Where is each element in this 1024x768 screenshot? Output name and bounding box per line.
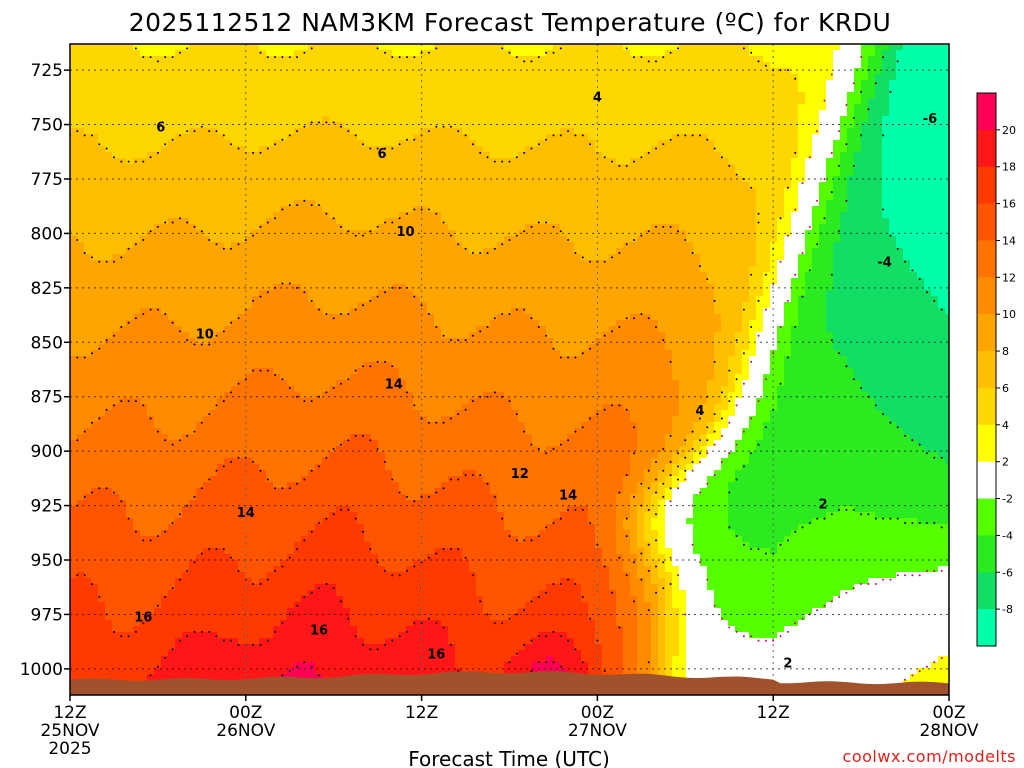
y-tick-label: 875 — [31, 388, 63, 408]
colorbar-swatch — [977, 351, 996, 389]
x-tick-label: 00Z — [581, 703, 614, 723]
contour-label: 16 — [134, 611, 152, 626]
colorbar-swatch — [977, 387, 996, 426]
colorbar-label: 2 — [1002, 456, 1009, 469]
y-tick-label: 925 — [31, 497, 63, 517]
y-tick-label: 825 — [31, 279, 63, 299]
contour-label: 4 — [695, 404, 704, 419]
colorbar-swatch — [977, 240, 996, 278]
contour-label: 2 — [818, 497, 827, 512]
colorbar-label: 18 — [1002, 161, 1016, 174]
contour-label: 6 — [378, 147, 387, 162]
colorbar-swatch — [977, 277, 996, 315]
colorbar-label: 4 — [1002, 419, 1009, 432]
contour-label: 10 — [396, 225, 414, 240]
credit-text: coolwx.com/modelts — [843, 747, 1016, 766]
x-tick-label: 2025 — [48, 739, 91, 759]
y-tick-label: 725 — [31, 61, 63, 81]
x-tick-label: 12Z — [757, 703, 790, 723]
contour-label: -4 — [877, 256, 891, 271]
y-tick-label: 800 — [31, 224, 63, 244]
chart-title: 2025112512 NAM3KM Forecast Temperature (… — [129, 8, 892, 37]
x-tick-label: 28NOV — [919, 721, 978, 741]
colorbar-label: -6 — [1002, 566, 1013, 579]
x-tick-label: 26NOV — [216, 721, 275, 741]
y-tick-label: 850 — [31, 333, 63, 353]
colorbar-swatch — [977, 498, 996, 536]
contour-label: 14 — [385, 378, 403, 393]
x-axis-label: Forecast Time (UTC) — [408, 747, 610, 768]
plot-area — [70, 44, 949, 695]
plot-frame — [69, 43, 950, 696]
contour-label: 16 — [310, 624, 328, 639]
colorbar-swatch — [977, 424, 996, 463]
x-tick-label: 12Z — [405, 703, 438, 723]
y-tick-label: 775 — [31, 170, 63, 190]
terrain — [70, 671, 949, 695]
colorbar-swatch — [977, 535, 996, 573]
y-tick-label: 950 — [31, 551, 63, 571]
x-tick-label: 00Z — [229, 703, 262, 723]
colorbar-label: 20 — [1002, 124, 1016, 137]
y-tick-label: 1000 — [20, 660, 63, 680]
colorbar-label: -2 — [1002, 493, 1013, 506]
y-tick-label: 750 — [31, 116, 63, 136]
colorbar-swatch — [977, 203, 996, 241]
contour-label: -6 — [923, 112, 937, 127]
colorbar-label: -8 — [1002, 603, 1013, 616]
colorbar-swatch — [977, 93, 996, 131]
x-tick-label: 27NOV — [568, 721, 627, 741]
contour-label: 6 — [156, 121, 165, 136]
colorbar-label: -4 — [1002, 529, 1013, 542]
x-tick-label: 25NOV — [40, 721, 99, 741]
x-tick-label: 00Z — [932, 703, 965, 723]
contour-label: 12 — [511, 467, 529, 482]
contour-label: 14 — [559, 489, 577, 504]
colorbar-label: 14 — [1002, 234, 1016, 247]
contour-label: 4 — [593, 90, 602, 105]
contour-label: 2 — [783, 656, 792, 671]
colorbar-swatch — [977, 166, 996, 205]
contour-label: 16 — [427, 648, 445, 663]
colorbar-frame — [976, 92, 997, 647]
colorbar-swatch — [977, 461, 996, 500]
colorbar-label: 16 — [1002, 198, 1016, 211]
colorbar-swatch — [977, 609, 996, 647]
colorbar-label: 8 — [1002, 345, 1009, 358]
colorbar-swatch — [977, 314, 996, 352]
contour-label: 14 — [237, 506, 255, 521]
colorbar-label: 10 — [1002, 308, 1016, 321]
contour-label: 10 — [196, 328, 214, 343]
colorbar-label: 6 — [1002, 382, 1009, 395]
colorbar-swatch — [977, 129, 996, 168]
y-tick-label: 975 — [31, 605, 63, 625]
colorbar-label: 12 — [1002, 271, 1016, 284]
y-tick-label: 900 — [31, 442, 63, 462]
colorbar-swatch — [977, 572, 996, 610]
x-tick-label: 12Z — [53, 703, 86, 723]
